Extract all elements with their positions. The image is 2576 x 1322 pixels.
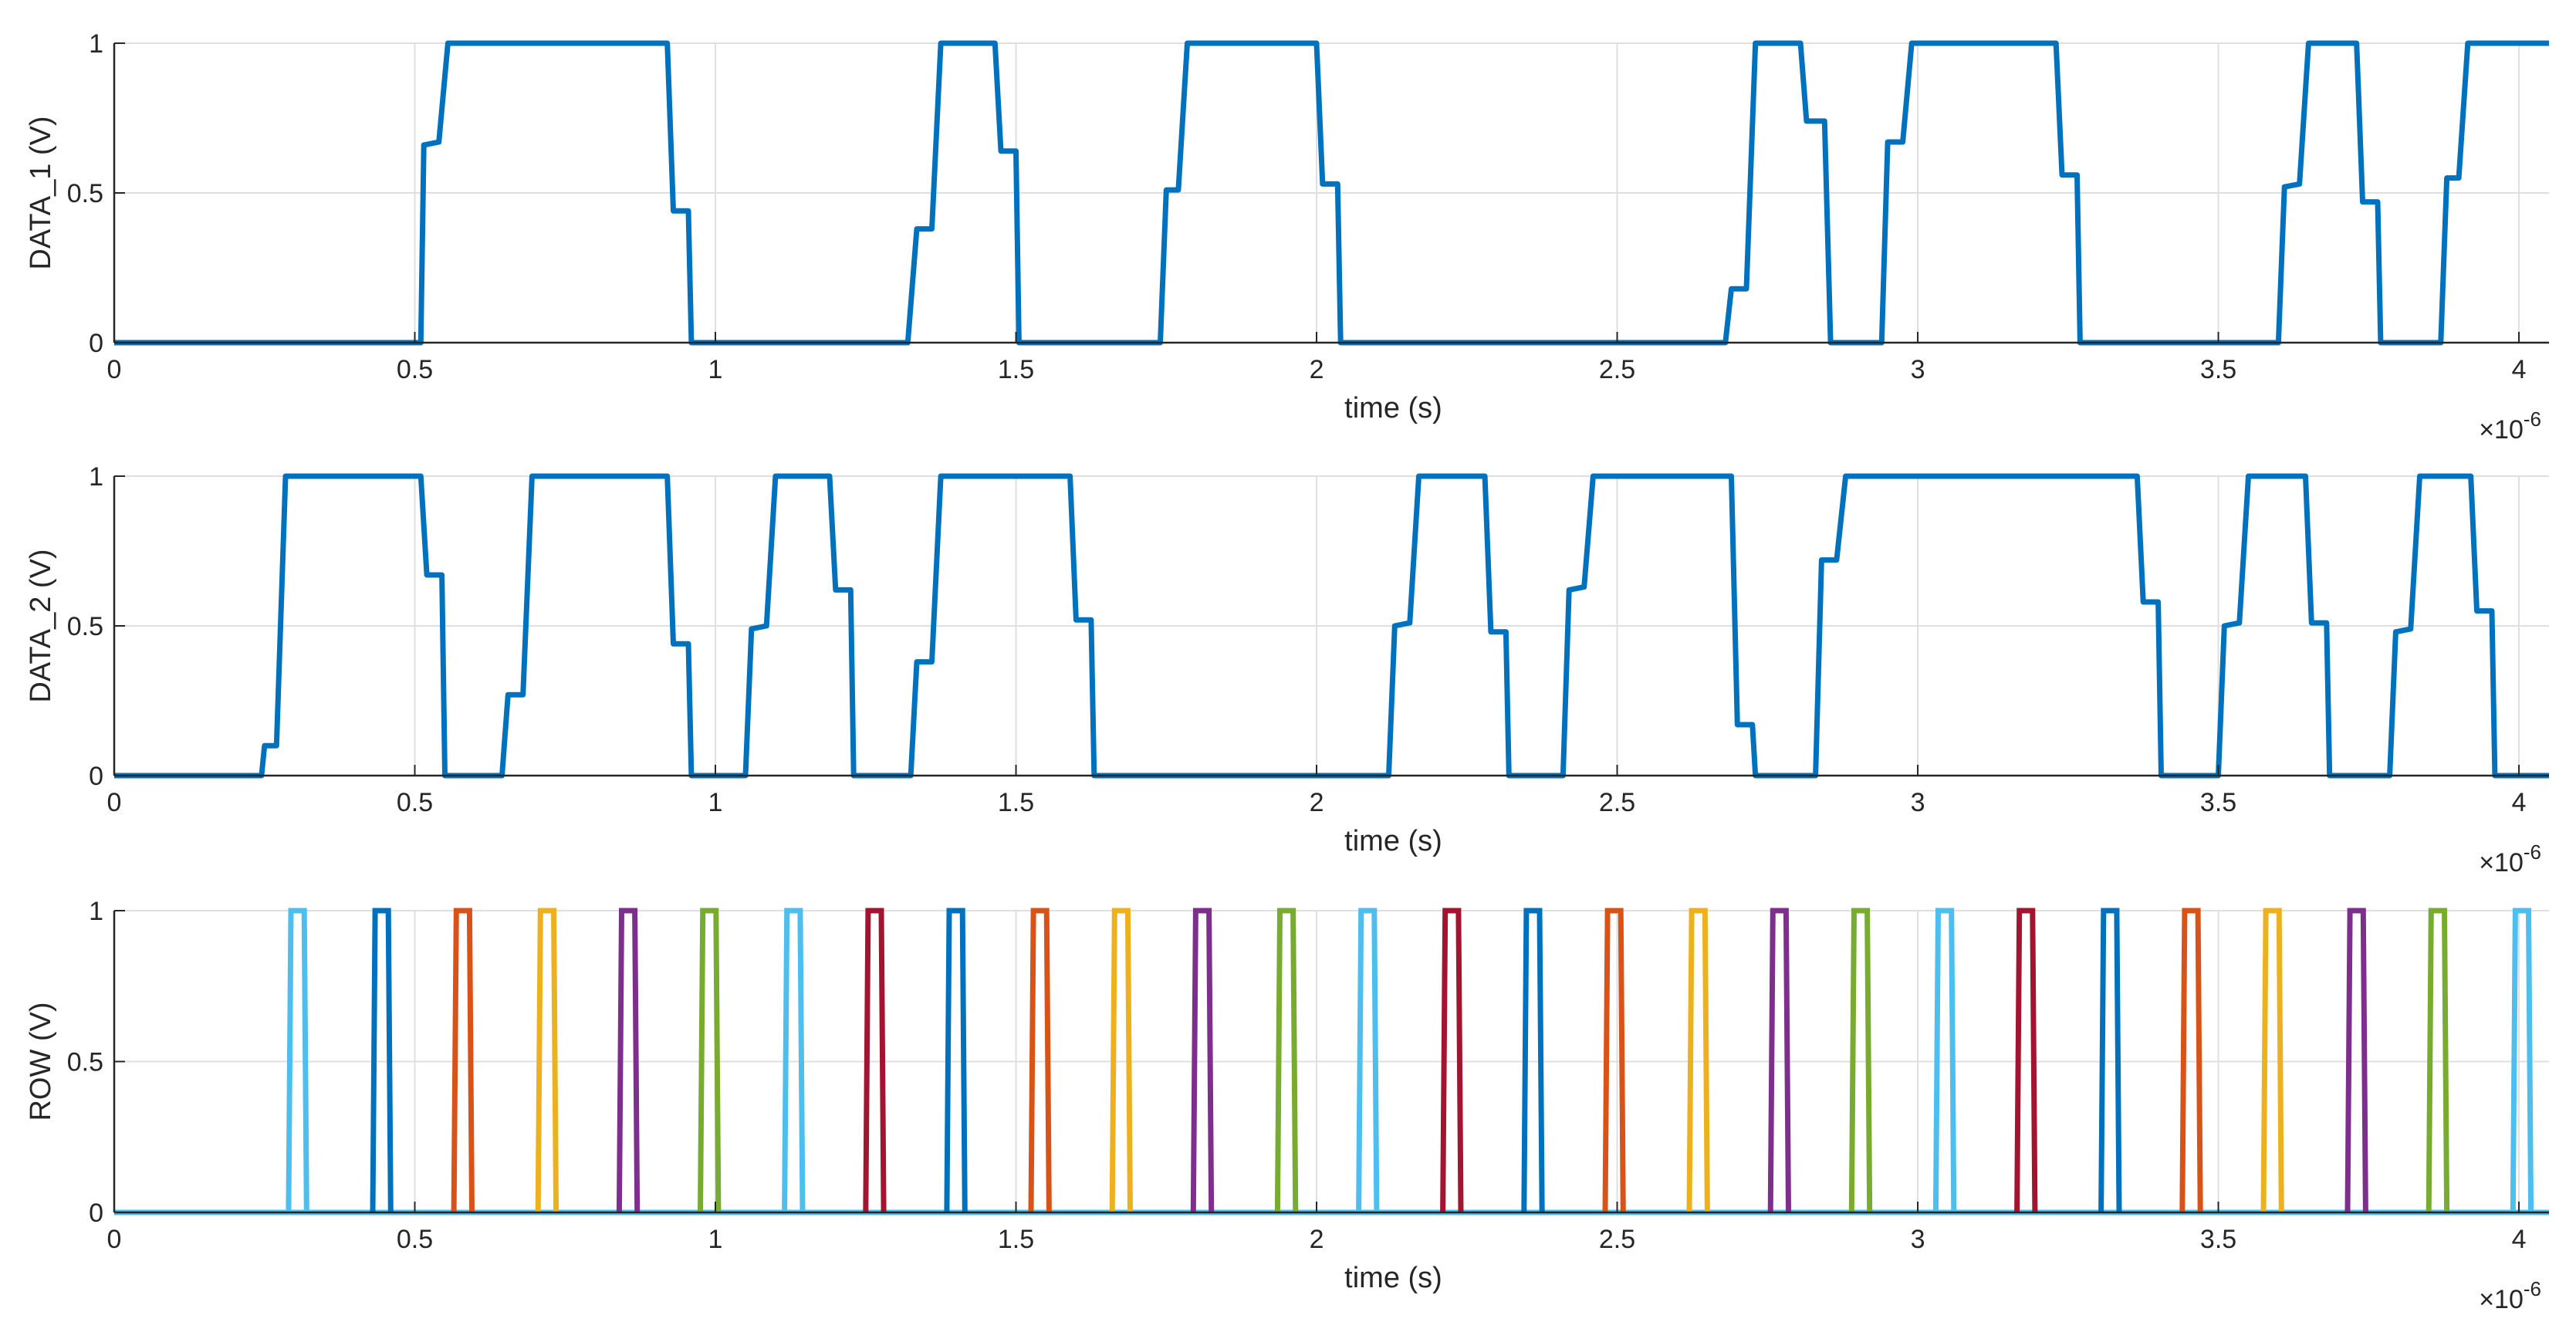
x-tick-label: 3 xyxy=(1911,788,1925,817)
y-axis-label: ROW (V) xyxy=(25,1002,57,1121)
x-tick-label: 0 xyxy=(107,788,122,817)
row-pulse-25 xyxy=(2260,908,2284,1213)
x-tick-label: 1 xyxy=(708,1225,723,1254)
row-pulse-1 xyxy=(286,908,309,1213)
x-axis-multiplier-base: ×10 xyxy=(2479,415,2524,445)
y-tick-label: 0.5 xyxy=(67,1048,103,1077)
chart-panel-1: 0 0.5 1 1.5 2 2.5 3 3.5 4 0 0.5 1 time (s) DATA_1 (V)… xyxy=(25,29,2549,445)
y-tick-label: 1 xyxy=(89,29,103,59)
x-axis-multiplier: ×10-6 xyxy=(2479,1277,2541,1314)
x-tick-label: 3 xyxy=(1911,355,1925,384)
row-pulse-18 xyxy=(1686,908,1710,1213)
x-tick-label: 1 xyxy=(708,788,723,817)
x-tick-label: 3 xyxy=(1911,1225,1925,1254)
x-tick-label: 0.5 xyxy=(397,788,433,817)
x-axis-multiplier: ×10-6 xyxy=(2479,407,2541,445)
chart-panel-2: 0 0.5 1 1.5 2 2.5 3 3.5 4 0 0.5 1 time (s) DATA_2 (V)… xyxy=(25,462,2549,877)
row-pulse-13 xyxy=(1274,908,1299,1213)
x-tick-label: 4 xyxy=(2512,355,2527,384)
row-pulse-21 xyxy=(1932,908,1957,1213)
row-pulse-24 xyxy=(2179,908,2203,1213)
row-pulse-26 xyxy=(2344,908,2368,1213)
series-line-1 xyxy=(114,473,2549,779)
y-tick-label: 1 xyxy=(89,462,103,492)
row-pulse-9 xyxy=(944,908,968,1213)
x-tick-label: 0 xyxy=(107,355,122,384)
y-tick-label: 0 xyxy=(89,762,103,791)
x-tick-label: 0.5 xyxy=(397,1225,433,1254)
row-pulse-6 xyxy=(698,908,722,1213)
chart-panel-3: 0 0.5 1 1.5 2 2.5 3 3.5 4 0 0.5 1 time (s) ROW (V) ×10… xyxy=(25,897,2549,1314)
x-tick-label: 3.5 xyxy=(2200,1225,2236,1254)
y-tick-label: 0 xyxy=(89,1199,103,1228)
x-axis-multiplier-base: ×10 xyxy=(2479,848,2524,877)
x-tick-label: 2 xyxy=(1310,355,1324,384)
row-pulse-28 xyxy=(2510,908,2534,1213)
row-pulse-5 xyxy=(616,908,641,1213)
x-axis-multiplier-exponent: -6 xyxy=(2524,407,2541,431)
x-axis-label: time (s) xyxy=(1344,825,1442,857)
x-tick-label: 2.5 xyxy=(1599,355,1635,384)
y-axis-label: DATA_1 (V) xyxy=(25,116,57,269)
x-tick-label: 1.5 xyxy=(998,355,1034,384)
row-pulse-7 xyxy=(782,908,806,1213)
x-tick-label: 2.5 xyxy=(1599,788,1635,817)
x-tick-label: 4 xyxy=(2512,1225,2527,1254)
row-pulse-16 xyxy=(1521,908,1545,1213)
x-tick-label: 1.5 xyxy=(998,1225,1034,1254)
x-axis-multiplier-exponent: -6 xyxy=(2524,1277,2541,1300)
x-tick-label: 2 xyxy=(1310,788,1324,817)
x-tick-label: 1.5 xyxy=(998,788,1034,817)
row-pulse-22 xyxy=(2014,908,2038,1213)
row-pulse-2 xyxy=(370,908,394,1213)
y-tick-label: 0 xyxy=(89,329,103,358)
x-tick-label: 3.5 xyxy=(2200,788,2236,817)
row-pulse-17 xyxy=(1602,908,1626,1213)
row-pulse-4 xyxy=(535,908,559,1213)
row-pulse-15 xyxy=(1440,908,1464,1213)
x-tick-label: 2.5 xyxy=(1599,1225,1635,1254)
row-pulse-12 xyxy=(1190,908,1215,1213)
x-tick-label: 4 xyxy=(2512,788,2527,817)
row-pulse-10 xyxy=(1028,908,1052,1213)
x-axis-multiplier: ×10-6 xyxy=(2479,840,2541,877)
x-tick-label: 2 xyxy=(1310,1225,1324,1254)
row-pulse-19 xyxy=(1767,908,1791,1213)
y-tick-label: 1 xyxy=(89,897,103,926)
row-pulse-14 xyxy=(1356,908,1380,1213)
x-tick-label: 3.5 xyxy=(2200,355,2236,384)
y-axis-label: DATA_2 (V) xyxy=(25,549,57,702)
x-axis-multiplier-exponent: -6 xyxy=(2524,840,2541,864)
x-tick-label: 0 xyxy=(107,1225,122,1254)
y-tick-label: 0.5 xyxy=(67,612,103,641)
row-pulse-8 xyxy=(863,908,887,1213)
row-pulse-11 xyxy=(1109,908,1133,1213)
row-pulse-23 xyxy=(2098,908,2122,1213)
row-pulse-27 xyxy=(2426,908,2450,1213)
x-axis-multiplier-base: ×10 xyxy=(2479,1285,2524,1314)
plot-area xyxy=(114,473,2549,779)
x-axis-label: time (s) xyxy=(1344,1262,1442,1294)
row-pulse-3 xyxy=(451,908,475,1213)
row-pulse-20 xyxy=(1848,908,1873,1213)
x-tick-label: 0.5 xyxy=(397,355,433,384)
x-tick-label: 1 xyxy=(708,355,723,384)
y-tick-label: 0.5 xyxy=(67,179,103,208)
x-axis-label: time (s) xyxy=(1344,392,1442,424)
